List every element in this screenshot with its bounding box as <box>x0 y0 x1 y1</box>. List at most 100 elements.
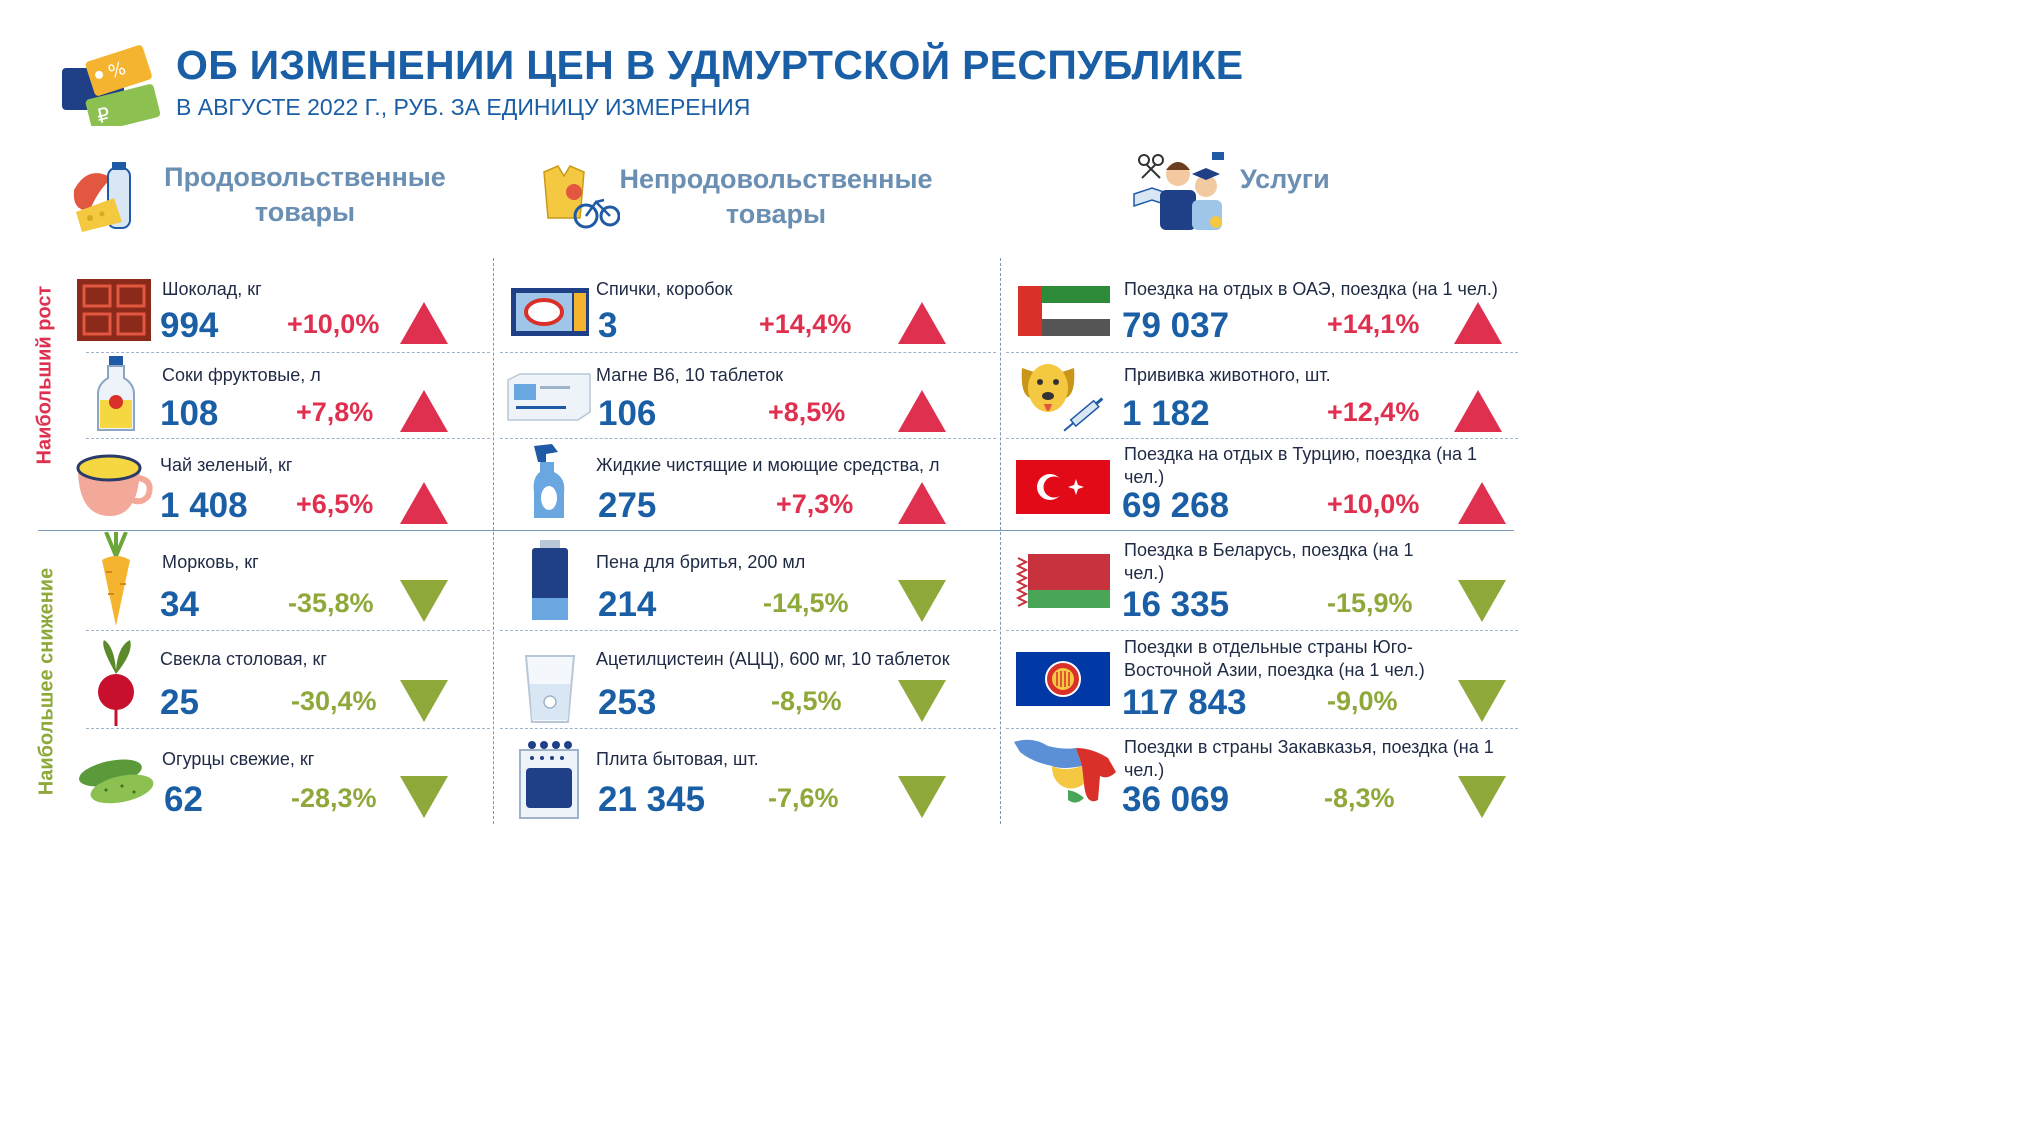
nonfood-column-title-line2: товары <box>725 199 827 229</box>
carrot-icon <box>98 531 134 633</box>
item-change: +7,3% <box>776 489 854 519</box>
turkey-flag-icon <box>1016 460 1110 519</box>
item-change: -8,3% <box>1324 783 1395 813</box>
arrow-up-icon <box>1458 482 1506 524</box>
row-divider <box>1006 630 1518 631</box>
row-divider <box>1006 728 1518 729</box>
item-price: 1 182 <box>1122 394 1210 433</box>
juice-bottle-icon <box>96 354 136 439</box>
item-name: Ацетилцистеин (АЦЦ), 600 мг, 10 таблеток <box>596 649 950 669</box>
item-price: 994 <box>160 306 219 345</box>
item-price: 16 335 <box>1122 585 1230 624</box>
services-icon <box>1132 150 1232 232</box>
item-price: 106 <box>598 394 657 433</box>
item-change: +12,4% <box>1327 397 1420 427</box>
arrow-up-icon <box>400 390 448 432</box>
caucasus-map-icon <box>1012 736 1118 813</box>
arrow-down-icon <box>1458 776 1506 818</box>
item-name: Чай зеленый, кг <box>160 455 293 475</box>
item-change: -30,4% <box>291 686 377 716</box>
decline-side-label: Наибольшее снижение <box>35 567 58 796</box>
item-change: -9,0% <box>1327 686 1398 716</box>
row-divider <box>86 630 490 631</box>
section-divider <box>38 530 1514 531</box>
item-price: 79 037 <box>1122 306 1230 345</box>
dog-vaccine-icon <box>1018 358 1108 441</box>
row-divider <box>86 352 490 353</box>
item-price: 36 069 <box>1122 780 1230 819</box>
arrow-down-icon <box>400 776 448 818</box>
matchbox-icon <box>510 287 590 342</box>
page-title: ОБ ИЗМЕНЕНИИ ЦЕН В УДМУРТСКОЙ РЕСПУБЛИКЕ <box>176 42 1244 88</box>
food-column-title-line1: Продовольственные <box>164 162 446 192</box>
item-name: Свекла столовая, кг <box>160 649 327 669</box>
item-change: +10,0% <box>1327 489 1420 519</box>
arrow-up-icon <box>400 482 448 524</box>
row-divider <box>500 352 996 353</box>
glass-tablet-icon <box>524 654 576 729</box>
item-name: Морковь, кг <box>162 552 259 572</box>
item-price: 1 408 <box>160 486 248 525</box>
item-price: 253 <box>598 683 657 722</box>
arrow-up-icon <box>898 482 946 524</box>
stove-icon <box>518 740 580 825</box>
item-price: 214 <box>598 585 657 624</box>
item-change: +7,8% <box>296 397 374 427</box>
item-name: Спички, коробок <box>596 279 733 299</box>
row-divider <box>500 630 996 631</box>
item-change: -7,6% <box>768 783 839 813</box>
row-divider <box>500 728 996 729</box>
item-name: Поездки в страны Закавказья, поездка (на… <box>1124 737 1494 780</box>
arrow-up-icon <box>898 302 946 344</box>
item-price: 117 843 <box>1122 683 1247 722</box>
item-name: Плита бытовая, шт. <box>596 749 759 769</box>
belarus-flag-icon <box>1015 554 1110 613</box>
item-name: Пена для бритья, 200 мл <box>596 552 806 572</box>
row-divider <box>500 438 996 439</box>
nonfood-column-title-line1: Непродовольственные <box>619 164 933 194</box>
services-column-title: Услуги <box>1240 164 1330 194</box>
growth-side-label: Наибольший рост <box>33 285 56 465</box>
item-name: Соки фруктовые, л <box>162 365 321 385</box>
arrow-down-icon <box>1458 580 1506 622</box>
item-name: Поездка в Беларусь, поездка (на 1 чел.) <box>1124 540 1414 583</box>
arrow-up-icon <box>1454 390 1502 432</box>
arrow-down-icon <box>1458 680 1506 722</box>
arrow-down-icon <box>400 680 448 722</box>
item-change: +6,5% <box>296 489 374 519</box>
item-name: Поездка на отдых в ОАЭ, поездка (на 1 че… <box>1124 279 1498 299</box>
item-name: Поездки в отдельные страны Юго-Восточной… <box>1124 637 1425 680</box>
food-column-title-line2: товары <box>254 197 356 227</box>
cucumber-icon <box>76 750 156 815</box>
item-change: +14,1% <box>1327 309 1420 339</box>
item-change: +14,4% <box>759 309 852 339</box>
price-tags-icon: % ₽ <box>58 38 162 133</box>
tea-cup-icon <box>76 450 156 525</box>
row-divider <box>1006 438 1518 439</box>
item-change: +8,5% <box>768 397 846 427</box>
item-change: -28,3% <box>291 783 377 813</box>
item-price: 3 <box>598 306 618 345</box>
item-name: Шоколад, кг <box>162 279 262 299</box>
item-change: -35,8% <box>288 588 374 618</box>
pill-box-icon <box>506 372 592 427</box>
item-change: -8,5% <box>771 686 842 716</box>
item-name: Огурцы свежие, кг <box>162 749 315 769</box>
column-divider <box>493 258 494 824</box>
nonfood-icon <box>540 162 621 230</box>
food-icon <box>68 160 148 236</box>
item-name: Поездка на отдых в Турцию, поездка (на 1… <box>1124 444 1478 487</box>
uae-flag-icon <box>1018 286 1110 341</box>
item-price: 21 345 <box>598 780 706 819</box>
beet-icon <box>94 636 138 733</box>
item-change: +10,0% <box>287 309 380 339</box>
item-price: 25 <box>160 683 199 722</box>
arrow-up-icon <box>1454 302 1502 344</box>
page-subtitle: В АВГУСТЕ 2022 Г., РУБ. ЗА ЕДИНИЦУ ИЗМЕР… <box>176 94 751 120</box>
item-price: 62 <box>164 780 203 819</box>
row-divider <box>86 438 490 439</box>
item-name: Жидкие чистящие и моющие средства, л <box>596 455 940 475</box>
arrow-down-icon <box>400 580 448 622</box>
svg-text:₽: ₽ <box>94 102 112 126</box>
arrow-up-icon <box>400 302 448 344</box>
